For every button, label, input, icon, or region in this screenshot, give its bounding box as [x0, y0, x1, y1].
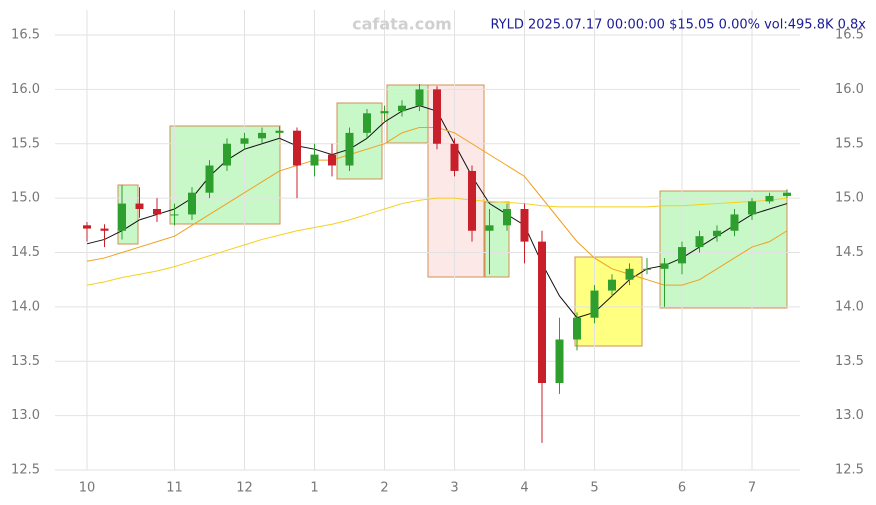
y-tick-label-right: 16.0 — [835, 82, 864, 97]
candle-body — [153, 209, 161, 215]
candle-body — [240, 138, 249, 144]
y-tick-label: 13.0 — [11, 408, 40, 423]
y-tick-label: 16.5 — [11, 28, 40, 43]
candle-body — [765, 195, 774, 202]
x-tick-label: 7 — [748, 481, 756, 496]
candle-body — [573, 317, 581, 340]
y-tick-label: 14.0 — [11, 299, 40, 314]
y-tick-label-right: 15.5 — [835, 136, 864, 151]
x-tick-label: 3 — [450, 481, 458, 496]
y-tick-label: 16.0 — [11, 82, 40, 97]
candle-body — [485, 225, 494, 231]
zone-box — [386, 84, 433, 144]
candle-body — [398, 105, 406, 112]
candle-body — [713, 230, 721, 237]
moving-average — [86, 197, 788, 286]
y-tick-label: 13.5 — [11, 354, 40, 369]
candle-body — [293, 130, 301, 166]
candle-body — [275, 130, 284, 133]
candle-body — [503, 209, 511, 226]
candle-body — [188, 192, 196, 215]
candle-body — [608, 279, 616, 291]
y-tick-label-right: 13.5 — [835, 354, 864, 369]
candle-body — [783, 192, 791, 196]
y-tick-label-right: 14.5 — [835, 245, 864, 260]
zone-box — [169, 125, 281, 225]
plot: 12.5 12.5 13.0 13.0 13.5 13.5 14.0 14.0 14.5 14.5… — [11, 10, 864, 496]
candle-body — [433, 89, 441, 144]
candle-body — [363, 113, 371, 133]
candle-body — [643, 268, 651, 270]
candle-body — [170, 214, 179, 216]
y-tick-label-right: 13.0 — [835, 408, 864, 423]
chart-title: RYLD 2025.07.17 00:00:00 $15.05 0.00% vo… — [490, 18, 866, 33]
candle-body — [678, 247, 686, 264]
candle-body — [748, 201, 756, 215]
y-tick-label-right: 14.0 — [835, 299, 864, 314]
x-tick-label: 5 — [590, 481, 598, 496]
x-tick-label: 12 — [236, 481, 253, 496]
zone-box — [336, 102, 383, 180]
candle-body — [555, 339, 564, 383]
candle-body — [135, 203, 144, 209]
candle-body — [205, 165, 214, 193]
x-tick-label: 11 — [166, 481, 183, 496]
y-tick-label-right: 16.5 — [835, 28, 864, 43]
candle-body — [258, 132, 266, 139]
candle-body — [450, 143, 459, 171]
candle-body — [118, 203, 126, 231]
y-tick-label: 15.0 — [11, 191, 40, 206]
x-tick-label: 6 — [678, 481, 686, 496]
y-tick-label-right: 12.5 — [835, 463, 864, 478]
candle-body — [625, 268, 634, 280]
x-tick-label: 2 — [380, 481, 388, 496]
y-tick-label: 14.5 — [11, 245, 40, 260]
x-tick-label: 10 — [79, 481, 96, 496]
candle-body — [730, 214, 739, 231]
candle-body — [415, 89, 424, 106]
x-tick-label: 4 — [520, 481, 528, 496]
candle-body — [223, 143, 231, 166]
candle-body — [695, 236, 704, 248]
candle-body — [310, 154, 319, 166]
candle-body — [468, 170, 476, 231]
candle-body — [380, 111, 389, 114]
candle-body — [590, 290, 599, 318]
candle-body — [520, 209, 529, 242]
candle-body — [538, 241, 546, 383]
watermark: cafata.com — [352, 15, 452, 34]
y-tick-label-right: 15.0 — [835, 191, 864, 206]
candle-body — [100, 228, 109, 231]
candle-body — [345, 132, 354, 166]
candle-body — [328, 154, 336, 166]
candle-body — [660, 263, 669, 269]
y-tick-label: 15.5 — [11, 136, 40, 151]
candle-body — [83, 225, 91, 229]
y-tick-label: 12.5 — [11, 463, 40, 478]
x-tick-label: 1 — [310, 481, 318, 496]
